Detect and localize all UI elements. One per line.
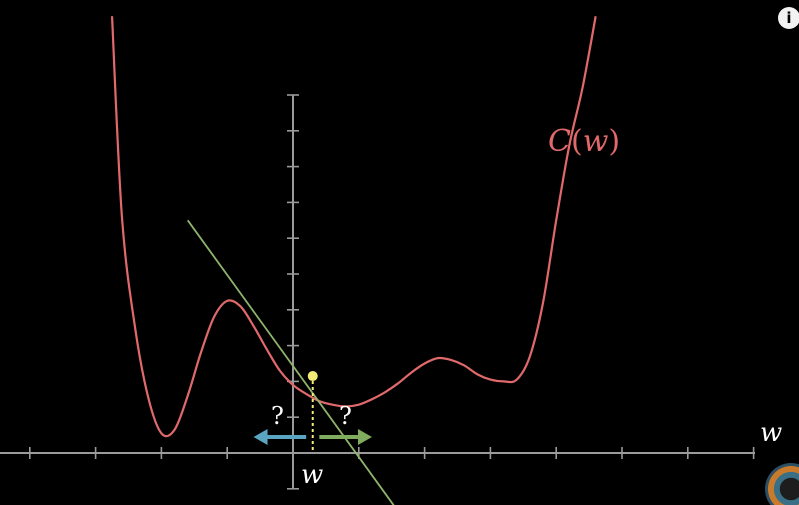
point-w-label: w	[301, 460, 323, 490]
curve-label: C(w)	[548, 124, 620, 159]
arrow-left-head	[253, 429, 268, 445]
tangent-line	[186, 219, 395, 505]
axis-ticks	[28, 94, 755, 490]
arrow-right-head	[357, 429, 372, 445]
question-mark-right: ?	[339, 402, 352, 430]
direction-arrows	[253, 429, 372, 445]
cost-curve	[110, 16, 597, 438]
question-mark-left: ?	[271, 402, 284, 430]
current-point	[307, 371, 318, 382]
info-icon[interactable]: i	[778, 7, 799, 29]
x-axis-label: w	[760, 418, 782, 448]
